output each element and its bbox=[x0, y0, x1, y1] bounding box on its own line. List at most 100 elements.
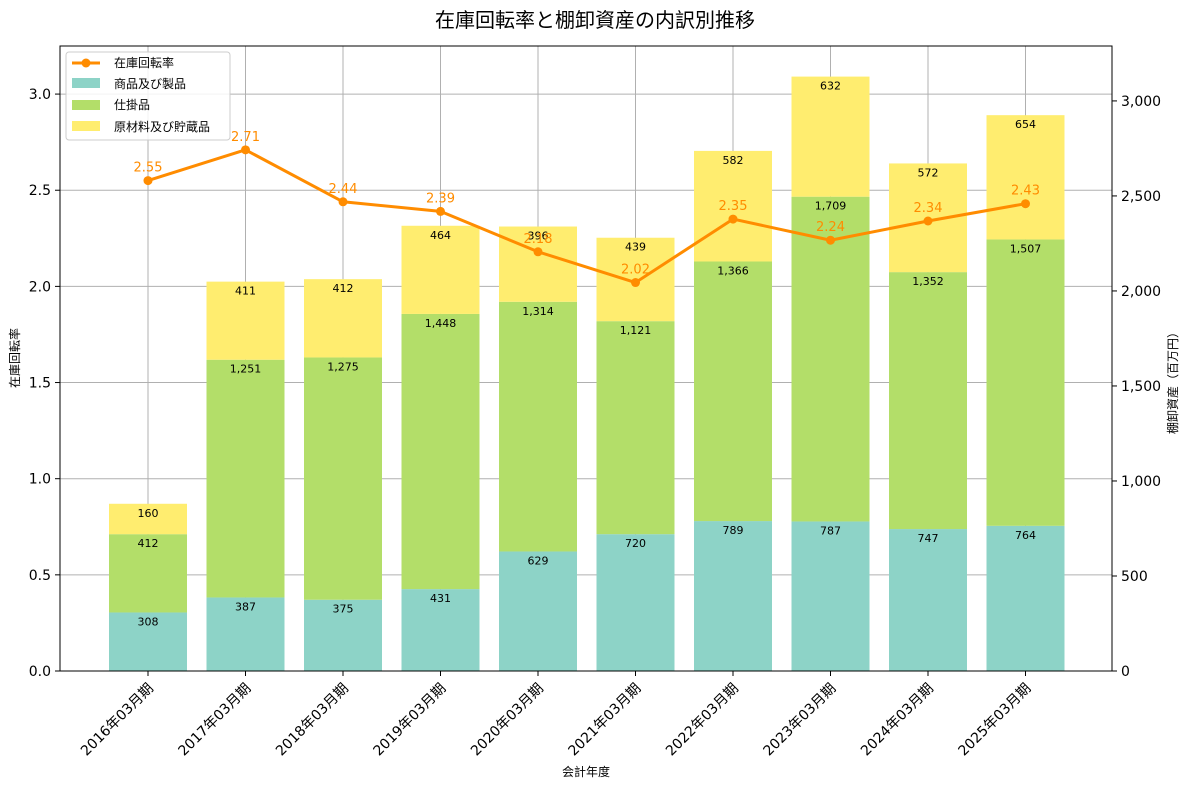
bar-series-0 bbox=[401, 589, 480, 671]
y-tick-label-right: 0 bbox=[1121, 664, 1130, 680]
x-tick-label: 2018年03月期 bbox=[273, 681, 352, 760]
y-axis-label-right: 棚卸資産（百万円） bbox=[1165, 326, 1180, 434]
bar-value-label: 787 bbox=[820, 524, 841, 537]
bar-value-label: 629 bbox=[528, 554, 549, 567]
bar-value-label: 1,366 bbox=[717, 264, 749, 277]
bar-value-label: 375 bbox=[333, 603, 354, 616]
bar-series-1 bbox=[304, 357, 382, 600]
bar-series-1 bbox=[109, 534, 187, 613]
turnover-value-label: 2.35 bbox=[719, 199, 748, 214]
x-tick-label: 2023年03月期 bbox=[761, 681, 840, 760]
y-tick-label-left: 0.5 bbox=[29, 568, 51, 584]
turnover-point bbox=[533, 247, 543, 257]
bar-value-label: 789 bbox=[723, 524, 744, 537]
bar-value-label: 747 bbox=[918, 532, 939, 545]
legend-swatch-series-0 bbox=[72, 78, 100, 88]
bar-series-1 bbox=[889, 272, 967, 530]
bar-series-0 bbox=[109, 612, 187, 671]
turnover-value-label: 2.02 bbox=[621, 263, 650, 278]
bar-series-0 bbox=[791, 521, 870, 671]
bar-series-1 bbox=[499, 301, 577, 552]
bar-series-1 bbox=[401, 313, 480, 590]
legend-label-line: 在庫回転率 bbox=[114, 55, 174, 70]
y-tick-label-right: 1,500 bbox=[1121, 379, 1161, 395]
legend-box bbox=[65, 51, 231, 141]
turnover-value-label: 2.24 bbox=[816, 220, 845, 235]
y-tick-label-left: 2.5 bbox=[29, 183, 51, 199]
bar-series-1 bbox=[986, 239, 1065, 526]
bar-value-label: 431 bbox=[430, 592, 451, 605]
bar-series-2 bbox=[304, 279, 382, 358]
bar-value-label: 387 bbox=[235, 600, 256, 613]
y-tick-label-left: 2.0 bbox=[29, 279, 51, 295]
bar-value-label: 411 bbox=[235, 285, 256, 298]
x-tick-label: 2022年03月期 bbox=[663, 681, 742, 760]
x-tick-label: 2020年03月期 bbox=[468, 681, 547, 760]
y-tick-label-right: 1,000 bbox=[1121, 474, 1161, 490]
bar-series-2 bbox=[206, 281, 285, 360]
bar-value-label: 572 bbox=[918, 166, 939, 179]
turnover-value-label: 2.44 bbox=[329, 182, 358, 197]
bar-series-0 bbox=[694, 521, 772, 671]
y-tick-label-left: 1.0 bbox=[29, 472, 51, 488]
bar-labels-layer: 308 387 375 431 629 720 789 787 747 764 412 1,251 1,… bbox=[138, 80, 1042, 629]
line-layer: 2.55 2.71 2.44 2.39 2.18 2.02 2.35 2.24 2.34 2.43 bbox=[134, 130, 1040, 288]
bar-value-label: 396 bbox=[528, 230, 549, 243]
turnover-value-label: 2.34 bbox=[914, 201, 943, 216]
legend-label-series-1: 仕掛品 bbox=[114, 97, 150, 112]
turnover-point bbox=[826, 235, 835, 245]
bar-value-label: 1,275 bbox=[327, 360, 359, 373]
y-tick-label-left: 1.5 bbox=[29, 376, 51, 392]
bar-series-2 bbox=[986, 115, 1065, 240]
turnover-value-label: 2.18 bbox=[524, 232, 553, 247]
turnover-point bbox=[338, 197, 348, 207]
x-tick-label: 2025年03月期 bbox=[956, 681, 1035, 760]
y-tick-label-right: 2,500 bbox=[1121, 189, 1161, 205]
y-tick-label-left: 3.0 bbox=[29, 87, 51, 103]
turnover-point bbox=[143, 176, 153, 186]
turnover-value-label: 2.71 bbox=[231, 130, 260, 145]
bar-value-label: 654 bbox=[1015, 118, 1036, 131]
turnover-line bbox=[147, 148, 1026, 285]
turnover-point bbox=[436, 206, 445, 216]
bar-series-0 bbox=[304, 599, 382, 671]
bar-series-1 bbox=[596, 321, 675, 535]
legend-label-series-2: 原材料及び貯蔵品 bbox=[114, 120, 210, 134]
bar-series-2 bbox=[499, 226, 577, 302]
bar-value-label: 764 bbox=[1015, 529, 1036, 542]
bar-value-label: 1,352 bbox=[912, 275, 944, 288]
legend-label-series-0: 商品及び製品 bbox=[114, 76, 186, 91]
bar-value-label: 412 bbox=[333, 282, 354, 295]
bar-series-1 bbox=[791, 196, 870, 522]
bar-value-label: 412 bbox=[138, 537, 159, 550]
x-axis-label: 会計年度 bbox=[562, 764, 610, 779]
bar-value-label: 632 bbox=[820, 80, 841, 93]
turnover-point bbox=[1021, 199, 1030, 209]
turnover-value-label: 2.43 bbox=[1011, 184, 1040, 199]
legend-swatch-series-1 bbox=[72, 100, 100, 110]
bar-series-0 bbox=[206, 597, 285, 671]
bar-value-label: 439 bbox=[625, 241, 646, 254]
legend-swatch-series-2 bbox=[72, 121, 100, 131]
bar-series-1 bbox=[694, 261, 772, 522]
x-tick-label: 2016年03月期 bbox=[78, 681, 157, 760]
y-tick-label-left: 0.0 bbox=[29, 664, 51, 680]
y-tick-label-right: 3,000 bbox=[1121, 94, 1161, 110]
plot-frame bbox=[59, 45, 1113, 672]
x-tick-label: 2021年03月期 bbox=[566, 681, 645, 760]
bar-value-label: 1,709 bbox=[815, 200, 847, 213]
bar-series-0 bbox=[596, 534, 675, 671]
bar-value-label: 582 bbox=[723, 154, 744, 167]
bars-layer bbox=[109, 76, 1065, 671]
bar-series-2 bbox=[791, 76, 870, 197]
turnover-point bbox=[631, 278, 640, 288]
turnover-point bbox=[728, 214, 738, 224]
bar-value-label: 160 bbox=[138, 507, 159, 520]
turnover-point bbox=[923, 216, 933, 226]
bar-value-label: 464 bbox=[430, 229, 451, 242]
bar-value-label: 1,251 bbox=[230, 363, 262, 376]
y-axis-label-left: 在庫回転率 bbox=[7, 328, 22, 388]
bar-series-1 bbox=[206, 359, 285, 598]
